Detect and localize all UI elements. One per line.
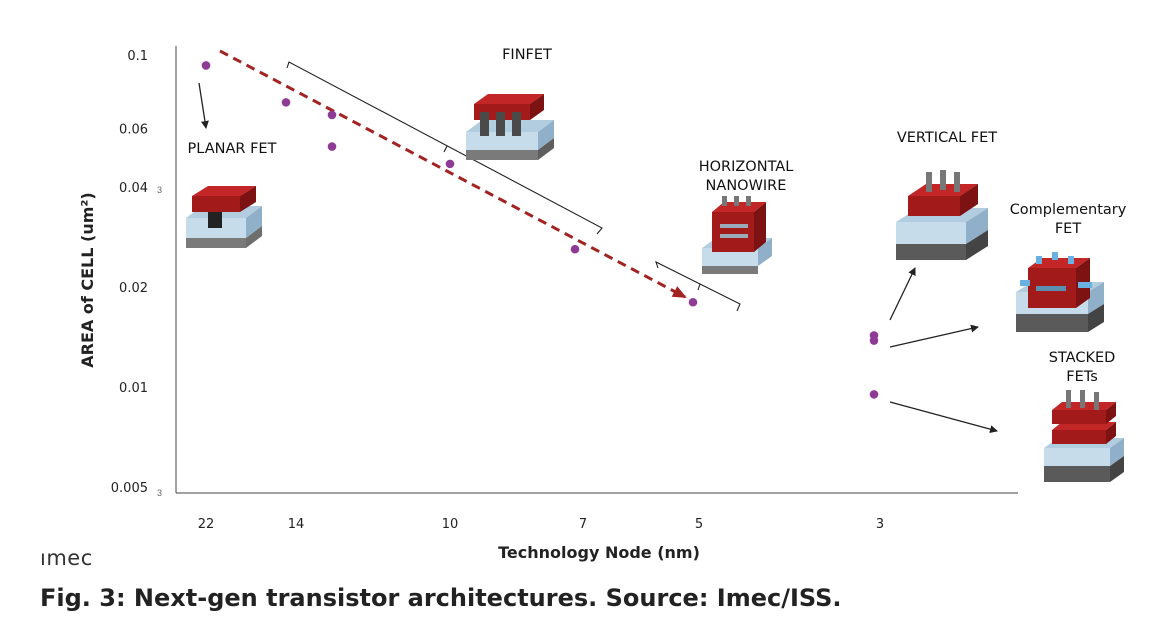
data-point — [327, 142, 337, 151]
cfet-pointer-arrow — [889, 324, 979, 348]
x-tick-label: 5 — [695, 517, 703, 532]
y-tick-label: 0.04 — [119, 181, 148, 196]
finfet-illustration — [466, 94, 554, 160]
y-axis-title: AREA of CELL (um²) — [78, 192, 97, 367]
x-axis-title: Technology Node (nm) — [498, 543, 700, 562]
finfet-bracket-notch — [443, 145, 448, 153]
data-point — [688, 297, 698, 307]
x-tick-label: 7 — [579, 517, 587, 532]
stacked-label: STACKED — [1049, 350, 1116, 366]
planar-fet-illustration — [186, 186, 262, 248]
data-point — [201, 61, 211, 70]
cfet-label: Complementary — [1010, 202, 1127, 218]
x-tick-labels: 22 14 10 7 5 3 — [198, 517, 884, 532]
y-tick-label: 0.06 — [119, 123, 148, 138]
vertical-fet-illustration — [896, 170, 988, 260]
data-point — [327, 110, 337, 120]
horizontal-nanowire-illustration — [702, 196, 772, 274]
x-tick-label: 3 — [876, 517, 884, 532]
data-point — [281, 98, 291, 107]
x-tick-label: 10 — [442, 517, 459, 532]
trend-arrow — [219, 49, 687, 299]
complementary-fet-illustration — [1016, 252, 1104, 332]
data-points — [201, 61, 879, 399]
architecture-labels: PLANAR FET FINFET HORIZONTAL NANOWIRE VERTIC… — [188, 47, 1127, 385]
axis-mark: 3 — [157, 488, 162, 498]
imec-logo: ımec — [40, 546, 93, 570]
stacked-label: FETs — [1066, 369, 1098, 385]
vertical-pointer-arrow — [889, 267, 916, 321]
vertical-label: VERTICAL FET — [897, 130, 997, 146]
stacked-pointer-arrow — [889, 401, 998, 434]
y-tick-label: 0.005 — [111, 481, 148, 496]
y-tick-label: 0.1 — [127, 49, 148, 64]
y-tick-label: 0.02 — [119, 281, 148, 296]
nanowire-bracket — [655, 260, 741, 312]
data-point — [869, 336, 879, 345]
data-point — [570, 244, 580, 254]
y-tick-label: 0.01 — [119, 381, 148, 396]
nanowire-label: NANOWIRE — [706, 178, 787, 194]
planar-label: PLANAR FET — [188, 141, 277, 157]
stacked-fets-illustration — [1044, 390, 1124, 482]
planar-pointer-arrow — [198, 82, 209, 129]
finfet-label: FINFET — [502, 47, 552, 63]
cfet-label: FET — [1055, 221, 1082, 237]
y-tick-labels: 0.1 0.06 0.04 0.02 0.01 0.005 — [111, 49, 148, 496]
nanowire-label: HORIZONTAL — [699, 159, 794, 175]
data-point — [445, 159, 455, 169]
x-tick-label: 22 — [198, 517, 215, 532]
x-tick-label: 14 — [288, 517, 305, 532]
nanowire-bracket-notch — [697, 283, 701, 291]
finfet-bracket — [286, 61, 603, 235]
axis-mark: 3 — [157, 185, 162, 195]
data-point — [869, 390, 879, 399]
figure-caption: Fig. 3: Next-gen transistor architecture… — [40, 584, 842, 612]
